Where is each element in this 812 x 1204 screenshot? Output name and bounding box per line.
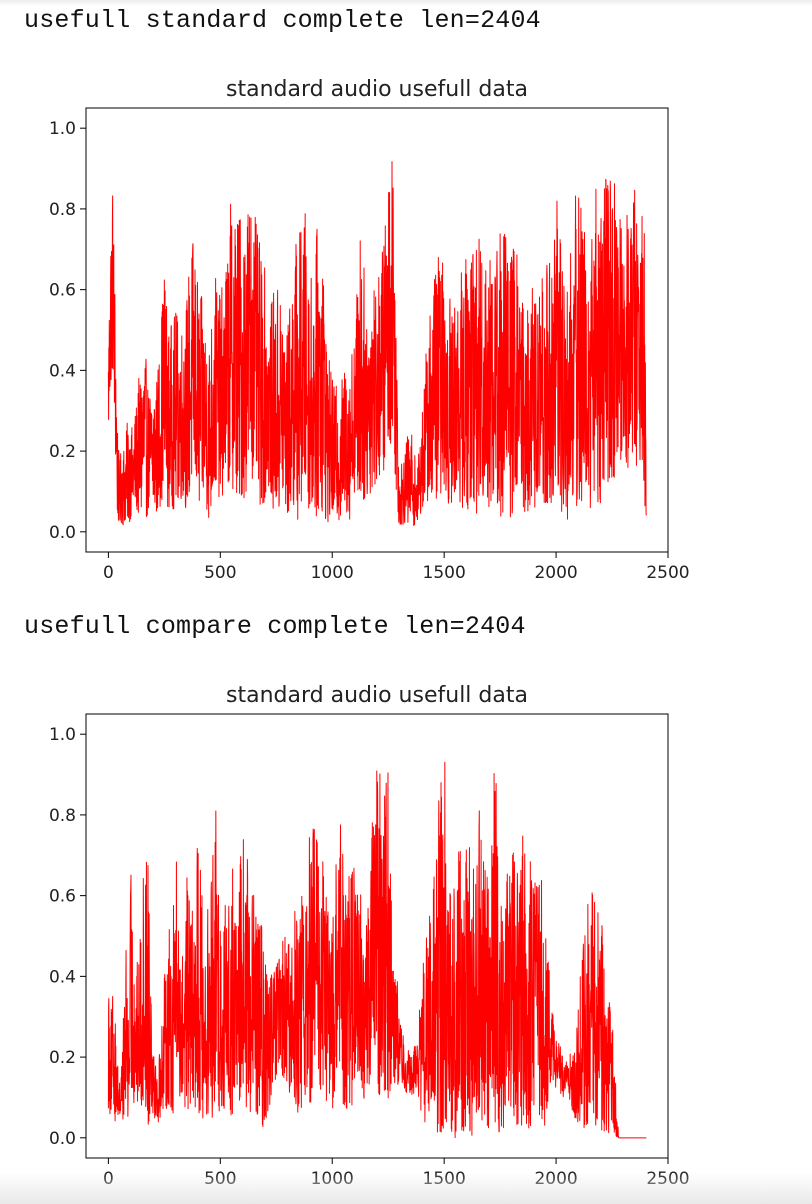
x-tick-label: 500: [204, 563, 236, 583]
x-tick-label: 1000: [311, 563, 354, 583]
data-line: [107, 161, 647, 527]
x-tick-label: 1500: [423, 1169, 466, 1189]
x-tick-label: 0: [103, 563, 114, 583]
output-text-compare: usefull compare complete len=2404: [24, 612, 526, 641]
x-tick-label: 2000: [534, 563, 577, 583]
x-tick-label: 500: [204, 1169, 236, 1189]
y-tick-label: 0.6: [49, 281, 76, 301]
x-tick-label: 2500: [646, 563, 689, 583]
chart-compare: standard audio usefull data 0 500 1000 1500 2…: [49, 683, 690, 1189]
chart-title: standard audio usefull data: [226, 683, 528, 708]
x-tick-label: 2500: [646, 1169, 689, 1189]
y-tick-label: 1.0: [49, 119, 76, 139]
top-toolbar-edge: [0, 0, 812, 6]
y-tick-label: 0.2: [49, 1048, 76, 1068]
x-tick-label: 2000: [534, 1169, 577, 1189]
y-tick-label: 0.8: [49, 200, 76, 220]
y-tick-label: 0.4: [49, 967, 76, 987]
y-tick-label: 0.0: [49, 1129, 76, 1149]
x-tick-label: 0: [103, 1169, 114, 1189]
x-tick-label: 1000: [311, 1169, 354, 1189]
axes-frame: [85, 713, 669, 1159]
axes-frame: [85, 107, 669, 553]
output-text-standard: usefull standard complete len=2404: [24, 6, 541, 35]
chart-standard: standard audio usefull data 0 500 1000 1500 2…: [49, 77, 690, 583]
y-tick-label: 0.6: [49, 887, 76, 907]
y-tick-label: 1.0: [49, 725, 76, 745]
y-tick-label: 0.2: [49, 442, 76, 462]
x-tick-label: 1500: [423, 563, 466, 583]
y-tick-label: 0.4: [49, 361, 76, 381]
y-tick-label: 0.0: [49, 523, 76, 543]
chart-title: standard audio usefull data: [226, 77, 528, 102]
y-tick-label: 0.8: [49, 806, 76, 826]
data-line: [107, 761, 647, 1139]
